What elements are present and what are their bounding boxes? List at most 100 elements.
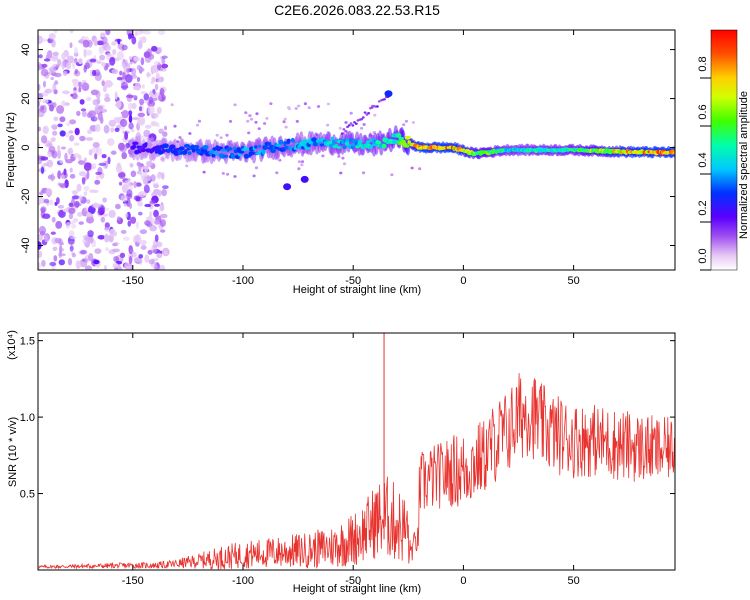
noise-blob xyxy=(81,110,87,117)
ridge-point xyxy=(231,154,236,159)
noise-blob xyxy=(154,83,159,91)
ridge-point xyxy=(371,143,378,147)
noise-blob xyxy=(86,199,91,204)
noise-blob xyxy=(139,135,148,143)
noise-blob xyxy=(133,256,142,263)
noise-blob xyxy=(145,160,153,166)
noise-blob xyxy=(150,174,156,182)
noise-blob xyxy=(160,229,166,233)
noise-blob xyxy=(69,173,76,179)
noise-blob xyxy=(38,262,41,270)
noise-blob xyxy=(108,249,116,255)
ridge-point xyxy=(132,144,137,149)
noise-blob xyxy=(86,212,93,218)
ridge-point xyxy=(199,152,204,156)
noise-blob xyxy=(97,235,106,240)
noise-blob xyxy=(138,162,142,172)
noise-blob xyxy=(150,92,154,96)
noise-blob xyxy=(154,234,159,242)
noise-blob xyxy=(158,30,166,35)
ridge-point xyxy=(191,148,196,153)
scatter-point xyxy=(226,172,230,176)
ridge-point xyxy=(404,135,412,140)
noise-blob xyxy=(98,162,107,166)
noise-blob xyxy=(89,189,95,193)
scatter-point xyxy=(300,163,304,167)
noise-blob xyxy=(58,250,62,259)
noise-blob xyxy=(144,254,150,263)
noise-blob xyxy=(64,152,68,162)
noise-blob xyxy=(55,220,63,229)
noise-blob xyxy=(42,98,49,104)
noise-blob xyxy=(161,189,168,197)
noise-blob xyxy=(128,56,133,60)
noise-blob xyxy=(158,128,164,134)
noise-blob xyxy=(104,93,110,98)
y-tick-label: -20 xyxy=(20,189,32,205)
noise-blob xyxy=(101,154,107,159)
noise-blob xyxy=(138,211,143,216)
scatter-point xyxy=(344,121,348,124)
noise-blob xyxy=(143,184,150,194)
noise-blob xyxy=(58,209,66,218)
noise-blob xyxy=(124,59,128,67)
noise-blob xyxy=(66,121,71,127)
colorbar-label: Normalized spectral amplitude xyxy=(738,91,750,239)
noise-blob xyxy=(94,248,102,255)
noise-blob xyxy=(68,202,74,207)
noise-blob xyxy=(50,76,54,81)
ridge-point xyxy=(330,136,335,141)
noise-blob xyxy=(159,219,166,227)
noise-blob xyxy=(49,261,57,267)
scatter-point xyxy=(215,133,219,137)
noise-blob xyxy=(159,88,165,96)
scatter-point xyxy=(418,167,422,171)
snr-panel: -150 -100 -50 0 50 0.5 1.0 1.5 Height of strai… xyxy=(6,330,676,595)
noise-blob xyxy=(73,87,77,91)
noise-blob xyxy=(68,230,75,238)
noise-blob xyxy=(143,30,151,35)
ridge-point xyxy=(290,137,295,143)
colorbar-tick-label: 0.8 xyxy=(697,56,709,71)
noise-blob xyxy=(160,155,166,163)
noise-blob xyxy=(51,39,56,48)
noise-blob xyxy=(72,218,79,223)
noise-blob xyxy=(162,131,168,137)
scatter-point xyxy=(254,120,258,124)
noise-blob xyxy=(150,121,157,127)
noise-blob xyxy=(120,229,127,234)
noise-blob xyxy=(78,58,83,65)
noise-blob xyxy=(57,205,65,209)
noise-blob xyxy=(63,168,67,176)
scatter-point xyxy=(297,160,301,164)
y-tick-label: 0 xyxy=(20,144,32,150)
noise-blob xyxy=(139,30,145,34)
noise-blob xyxy=(117,172,126,178)
colorbar-tick-label: 0.6 xyxy=(697,104,709,119)
noise-blob xyxy=(123,202,127,207)
noise-blob xyxy=(87,230,94,238)
scatter-point xyxy=(338,126,342,130)
noise-blob xyxy=(62,90,70,95)
ridge-point xyxy=(278,139,284,145)
noise-blob xyxy=(115,164,123,173)
ridge-point xyxy=(169,144,176,150)
scatter-point xyxy=(362,123,366,126)
noise-blob xyxy=(38,54,43,59)
noise-blob xyxy=(57,58,62,67)
noise-blob xyxy=(59,174,65,180)
noise-blob xyxy=(68,130,74,134)
scatter-point xyxy=(249,117,254,121)
noise-blob xyxy=(162,185,169,190)
noise-blob xyxy=(105,81,114,87)
scatter-point xyxy=(316,105,321,108)
noise-blob xyxy=(99,54,106,61)
ridge-point xyxy=(193,145,200,149)
noise-blob xyxy=(153,112,159,119)
colorbar: 0.0 0.2 0.4 0.6 0.8 Normalized spectral ampl… xyxy=(697,29,750,271)
noise-blob xyxy=(40,166,45,175)
noise-blob xyxy=(135,196,141,202)
noise-blob xyxy=(114,127,120,132)
noise-blob xyxy=(97,112,103,121)
noise-blob xyxy=(118,142,125,151)
